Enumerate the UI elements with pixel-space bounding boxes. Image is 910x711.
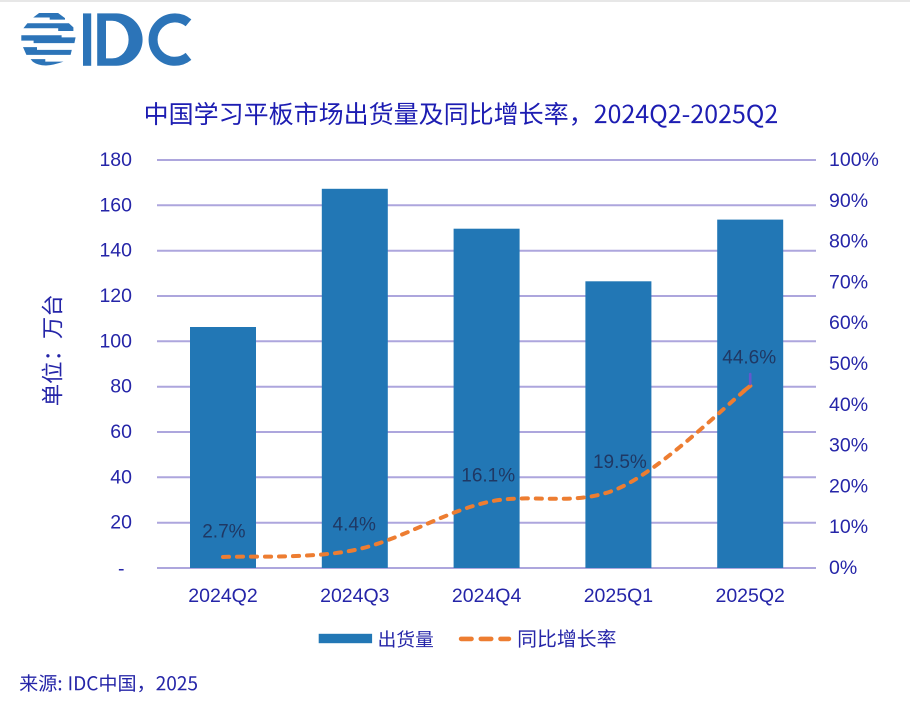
svg-text:-: - (118, 558, 125, 580)
svg-text:4.4%: 4.4% (333, 515, 376, 536)
svg-text:19.5%: 19.5% (593, 452, 647, 473)
svg-text:120: 120 (99, 285, 132, 307)
svg-text:40%: 40% (829, 394, 868, 416)
svg-text:2025Q1: 2025Q1 (584, 585, 653, 607)
svg-text:2025Q2: 2025Q2 (715, 585, 784, 607)
svg-text:160: 160 (99, 194, 132, 216)
svg-text:2024Q2: 2024Q2 (188, 585, 257, 607)
svg-text:40: 40 (110, 466, 132, 488)
svg-text:180: 180 (99, 149, 132, 171)
svg-text:30%: 30% (829, 435, 868, 457)
svg-text:70%: 70% (829, 271, 868, 293)
svg-text:60: 60 (110, 421, 132, 443)
svg-text:90%: 90% (829, 190, 868, 212)
svg-text:60%: 60% (829, 312, 868, 334)
svg-text:0%: 0% (829, 557, 857, 579)
svg-text:50%: 50% (829, 353, 868, 375)
svg-text:20%: 20% (829, 475, 868, 497)
svg-text:44.6%: 44.6% (722, 347, 776, 368)
svg-text:20: 20 (110, 512, 132, 534)
svg-text:80%: 80% (829, 231, 868, 253)
svg-text:16.1%: 16.1% (461, 465, 515, 486)
svg-text:10%: 10% (829, 516, 868, 538)
svg-text:80: 80 (110, 376, 132, 398)
svg-text:140: 140 (99, 240, 132, 262)
svg-text:2.7%: 2.7% (202, 521, 245, 542)
svg-text:100%: 100% (829, 149, 879, 171)
svg-text:2024Q3: 2024Q3 (320, 585, 389, 607)
svg-text:100: 100 (99, 330, 132, 352)
svg-text:2024Q4: 2024Q4 (452, 585, 522, 607)
